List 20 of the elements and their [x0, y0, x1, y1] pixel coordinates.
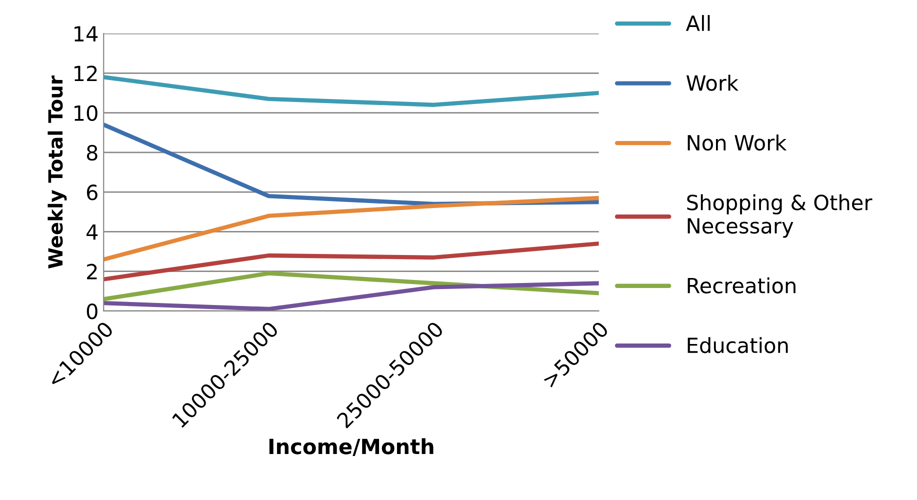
legend-label: All: [686, 15, 710, 31]
line-series: [104, 196, 599, 262]
line-series: [104, 242, 599, 282]
legend-label: Education: [688, 337, 788, 354]
y-tick-label: 2: [87, 264, 97, 280]
y-tick-label: 6: [86, 184, 98, 200]
line-series: [104, 271, 599, 302]
y-tick-label: 0: [86, 303, 98, 320]
legend-label: Work: [686, 74, 738, 91]
legend-label: Recreation: [688, 277, 796, 294]
y-tick-label: 10: [74, 105, 98, 121]
y-tick-label: 4: [86, 224, 98, 240]
y-axis-title: Weekly Total Tour: [48, 76, 67, 268]
legend-label: Shopping & Other Necessary: [687, 194, 872, 238]
y-tick-label: 12: [74, 66, 97, 82]
line-series: [104, 75, 599, 107]
y-tick-label: 14: [74, 26, 98, 42]
legend-label: Non Work: [688, 134, 787, 151]
y-tick-label: 8: [86, 144, 98, 161]
x-axis-title: Income/Month: [269, 438, 434, 456]
